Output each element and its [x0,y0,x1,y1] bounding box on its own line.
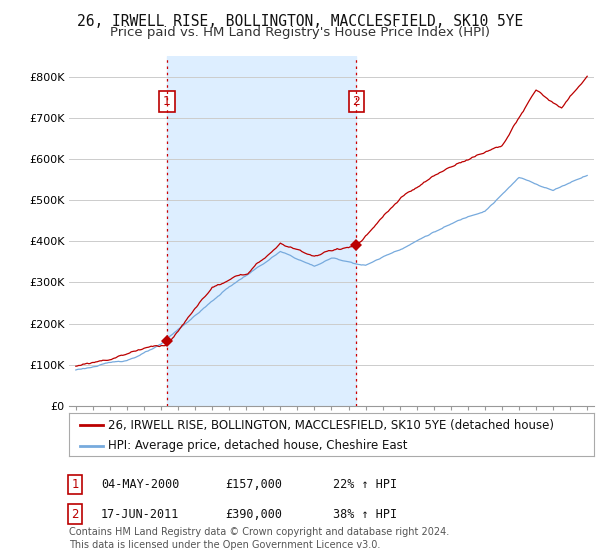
Text: 22% ↑ HPI: 22% ↑ HPI [333,478,397,491]
Text: HPI: Average price, detached house, Cheshire East: HPI: Average price, detached house, Ches… [109,439,408,452]
Text: 17-JUN-2011: 17-JUN-2011 [101,507,179,521]
Text: £157,000: £157,000 [225,478,282,491]
Text: £390,000: £390,000 [225,507,282,521]
Text: 04-MAY-2000: 04-MAY-2000 [101,478,179,491]
Text: Contains HM Land Registry data © Crown copyright and database right 2024.
This d: Contains HM Land Registry data © Crown c… [69,527,449,550]
Text: 1: 1 [163,95,171,108]
Text: 2: 2 [352,95,361,108]
Text: Price paid vs. HM Land Registry's House Price Index (HPI): Price paid vs. HM Land Registry's House … [110,26,490,39]
Text: 1: 1 [71,478,79,491]
Bar [167,56,356,406]
Text: 2: 2 [71,507,79,521]
Text: 38% ↑ HPI: 38% ↑ HPI [333,507,397,521]
Text: 26, IRWELL RISE, BOLLINGTON, MACCLESFIELD, SK10 5YE: 26, IRWELL RISE, BOLLINGTON, MACCLESFIEL… [77,14,523,29]
Text: 26, IRWELL RISE, BOLLINGTON, MACCLESFIELD, SK10 5YE (detached house): 26, IRWELL RISE, BOLLINGTON, MACCLESFIEL… [109,419,554,432]
